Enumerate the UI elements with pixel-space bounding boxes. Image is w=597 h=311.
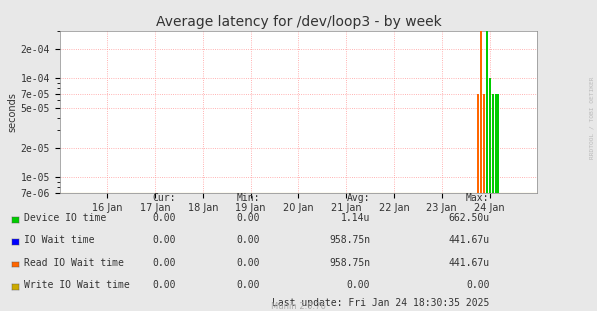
Text: Cur:: Cur: [153,193,176,202]
Text: 441.67u: 441.67u [448,235,490,245]
Title: Average latency for /dev/loop3 - by week: Average latency for /dev/loop3 - by week [156,15,441,29]
Text: Read IO Wait time: Read IO Wait time [24,258,124,267]
Text: RRDTOOL / TOBI OETIKER: RRDTOOL / TOBI OETIKER [589,77,594,160]
Text: 0.00: 0.00 [153,258,176,267]
Bar [494,94,497,193]
Text: 0.00: 0.00 [153,213,176,223]
Bar [497,94,500,193]
Text: 0.00: 0.00 [236,235,260,245]
Bar [479,15,482,193]
Text: Device IO time: Device IO time [24,213,106,223]
Bar [488,78,491,193]
Bar [488,94,491,193]
Text: 0.00: 0.00 [153,235,176,245]
Text: 0.00: 0.00 [347,280,370,290]
Text: 1.14u: 1.14u [341,213,370,223]
Bar [476,94,479,193]
Text: 0.00: 0.00 [236,213,260,223]
Bar [491,94,494,193]
Bar [497,94,500,193]
Bar [494,94,497,193]
Text: IO Wait time: IO Wait time [24,235,94,245]
Text: 662.50u: 662.50u [448,213,490,223]
Text: Min:: Min: [236,193,260,202]
Text: 958.75n: 958.75n [329,258,370,267]
Text: Write IO Wait time: Write IO Wait time [24,280,130,290]
Bar [485,94,488,193]
Bar [482,94,485,193]
Text: 0.00: 0.00 [236,258,260,267]
Text: 441.67u: 441.67u [448,258,490,267]
Bar [491,94,494,193]
Text: Max:: Max: [466,193,490,202]
Text: Munin 2.0.76: Munin 2.0.76 [271,302,326,311]
Bar [485,0,488,193]
Text: 0.00: 0.00 [236,280,260,290]
Text: 0.00: 0.00 [153,280,176,290]
Text: Avg:: Avg: [347,193,370,202]
Text: Last update: Fri Jan 24 18:30:35 2025: Last update: Fri Jan 24 18:30:35 2025 [272,298,490,308]
Text: 0.00: 0.00 [466,280,490,290]
Y-axis label: seconds: seconds [8,92,18,132]
Text: 958.75n: 958.75n [329,235,370,245]
